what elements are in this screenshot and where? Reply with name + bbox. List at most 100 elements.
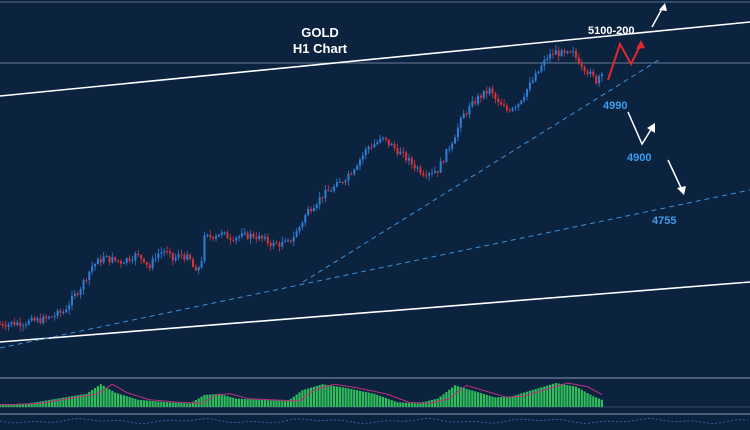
candle-body	[456, 127, 459, 138]
target-label-4990: 4990	[603, 100, 627, 112]
candle-body	[50, 316, 53, 318]
white-arrow-top-shaft	[651, 6, 664, 28]
histogram-bar	[24, 403, 28, 407]
histogram-bar	[600, 399, 604, 407]
candle-body	[419, 167, 422, 174]
candle-body	[399, 151, 402, 155]
histogram-bar	[546, 385, 549, 407]
candle-body	[526, 89, 529, 97]
candle-body	[7, 324, 10, 327]
candle-body	[359, 159, 361, 166]
candle-body	[105, 256, 108, 258]
candle-body	[0, 323, 1, 325]
histogram-bar	[168, 402, 172, 407]
histogram-bar	[10, 404, 13, 407]
histogram-bar	[56, 398, 59, 407]
indicator-histogram	[0, 383, 604, 407]
histogram-bar	[341, 387, 344, 407]
candle-body	[191, 259, 194, 267]
histogram-bar	[209, 394, 212, 407]
histogram-bar	[508, 396, 511, 407]
candle-body	[232, 239, 235, 241]
target-label-4755: 4755	[652, 215, 676, 227]
candle-body	[255, 236, 258, 240]
candle-body	[488, 88, 491, 94]
histogram-bar	[85, 393, 88, 407]
histogram-bar	[416, 403, 419, 407]
histogram-bar	[246, 399, 249, 407]
histogram-bar	[419, 402, 422, 407]
candle-body	[566, 51, 569, 53]
histogram-bar	[0, 404, 2, 407]
candle-body	[410, 158, 413, 165]
candle-body	[361, 155, 364, 160]
histogram-bar	[589, 394, 592, 407]
candle-body	[56, 310, 59, 316]
candle-body	[341, 182, 344, 184]
candle-body	[206, 234, 209, 236]
histogram-bar	[272, 400, 275, 407]
candle-body	[312, 207, 315, 211]
histogram-bar	[353, 389, 356, 407]
histogram-bar	[131, 398, 134, 407]
histogram-bar	[145, 400, 148, 407]
candle-body	[546, 58, 549, 60]
histogram-bar	[560, 384, 563, 407]
histogram-bar	[134, 398, 137, 407]
candle-body	[203, 235, 206, 262]
candle-body	[534, 73, 537, 81]
histogram-bar	[488, 395, 491, 407]
histogram-bar	[413, 403, 416, 407]
histogram-bar	[465, 388, 468, 407]
candle-body	[416, 167, 419, 169]
histogram-bar	[468, 389, 471, 407]
bottom-oscillator-line	[0, 418, 749, 424]
candle-body	[477, 95, 480, 104]
candle-body	[439, 161, 442, 173]
histogram-bar	[436, 398, 439, 407]
histogram-bar	[318, 385, 321, 407]
histogram-bar	[183, 403, 186, 407]
white-arrow-down	[667, 159, 686, 195]
white-zigzag-path	[627, 111, 653, 146]
histogram-bar	[96, 386, 100, 407]
histogram-bar	[154, 401, 157, 407]
candle-body	[212, 236, 215, 239]
candle-body	[163, 251, 166, 253]
candle-body	[266, 237, 269, 244]
indicator-signal-line	[0, 382, 603, 406]
candle-body	[330, 190, 333, 192]
candle-body	[272, 242, 275, 246]
candle-body	[482, 90, 485, 98]
candle-body	[433, 171, 436, 173]
candle-body	[508, 110, 511, 112]
histogram-bar	[1, 404, 4, 407]
candle-body	[387, 139, 390, 146]
candle-body	[396, 147, 399, 155]
histogram-bar	[387, 399, 390, 407]
target-label-4900: 4900	[627, 152, 651, 164]
candle-body	[595, 75, 598, 84]
candle-body	[88, 271, 91, 281]
candle-body	[94, 264, 97, 267]
histogram-bar	[482, 393, 485, 407]
candle-body	[310, 209, 313, 211]
histogram-bar	[111, 390, 114, 407]
candle-body	[13, 322, 16, 326]
candle-body	[364, 149, 367, 156]
histogram-bar	[324, 384, 327, 407]
candle-body	[134, 253, 137, 261]
candle-body	[27, 320, 30, 325]
candle-body	[252, 233, 255, 237]
candle-body	[223, 232, 226, 234]
candle-body	[108, 256, 111, 263]
candle-body	[128, 258, 131, 261]
histogram-bar	[364, 392, 367, 407]
histogram-bar	[88, 391, 91, 407]
candle-body	[238, 236, 241, 238]
histogram-bar	[335, 386, 339, 407]
candle-body	[82, 280, 85, 290]
candle-body	[96, 258, 99, 265]
